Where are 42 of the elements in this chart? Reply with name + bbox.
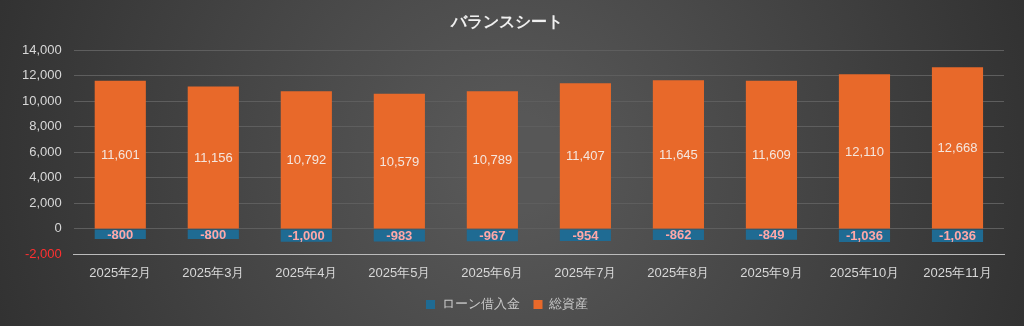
x-tick-label: 2025年6月 bbox=[461, 264, 524, 280]
data-label: 11,609 bbox=[752, 147, 791, 163]
y-tick-label: 14,000 bbox=[22, 41, 62, 57]
x-tick-label: 2025年11月 bbox=[923, 264, 992, 280]
data-label: -967 bbox=[479, 227, 506, 243]
x-tick-label: 2025年2月 bbox=[89, 264, 152, 280]
data-label: 11,601 bbox=[100, 147, 140, 163]
y-tick-label: -2,000 bbox=[24, 245, 62, 261]
data-label: -1,036 bbox=[939, 228, 976, 244]
data-label: -1,036 bbox=[846, 228, 883, 244]
x-tick-label: 2025年8月 bbox=[647, 264, 710, 280]
data-label: 10,789 bbox=[472, 152, 513, 168]
data-label: 10,579 bbox=[379, 153, 420, 169]
data-label: 12,110 bbox=[845, 143, 884, 159]
x-tick-label: 2025年10月 bbox=[829, 264, 900, 280]
data-label: -1,000 bbox=[287, 228, 325, 244]
data-label: 11,407 bbox=[565, 148, 605, 164]
x-tick-label: 2025年9月 bbox=[740, 264, 803, 280]
y-tick-label: 12,000 bbox=[22, 67, 62, 83]
x-tick-label: 2025年7月 bbox=[554, 264, 617, 280]
data-label: 11,645 bbox=[659, 146, 698, 162]
legend-label: 総資産 bbox=[548, 296, 588, 312]
x-tick-label: 2025年4月 bbox=[275, 264, 338, 280]
data-label: -862 bbox=[665, 227, 692, 243]
data-label: -954 bbox=[572, 227, 600, 243]
data-label: -800 bbox=[107, 226, 134, 242]
data-label: 10,792 bbox=[286, 152, 327, 168]
data-label: -800 bbox=[200, 226, 227, 242]
y-tick-label: 4,000 bbox=[29, 169, 62, 185]
data-label: 11,156 bbox=[193, 150, 233, 166]
y-tick-label: 2,000 bbox=[29, 194, 62, 210]
x-tick-label: 2025年5月 bbox=[368, 264, 431, 280]
data-label: -983 bbox=[386, 227, 413, 243]
chart-title: バランスシート bbox=[450, 13, 563, 31]
y-tick-label: 8,000 bbox=[29, 118, 62, 134]
y-tick-label: 0 bbox=[54, 220, 62, 236]
y-tick-label: 6,000 bbox=[29, 143, 62, 159]
data-label: -849 bbox=[758, 227, 785, 243]
data-label: 12,668 bbox=[937, 140, 978, 156]
x-tick-label: 2025年3月 bbox=[182, 264, 245, 280]
y-tick-label: 10,000 bbox=[22, 92, 62, 108]
legend-label: ローン借入金 bbox=[441, 296, 520, 312]
